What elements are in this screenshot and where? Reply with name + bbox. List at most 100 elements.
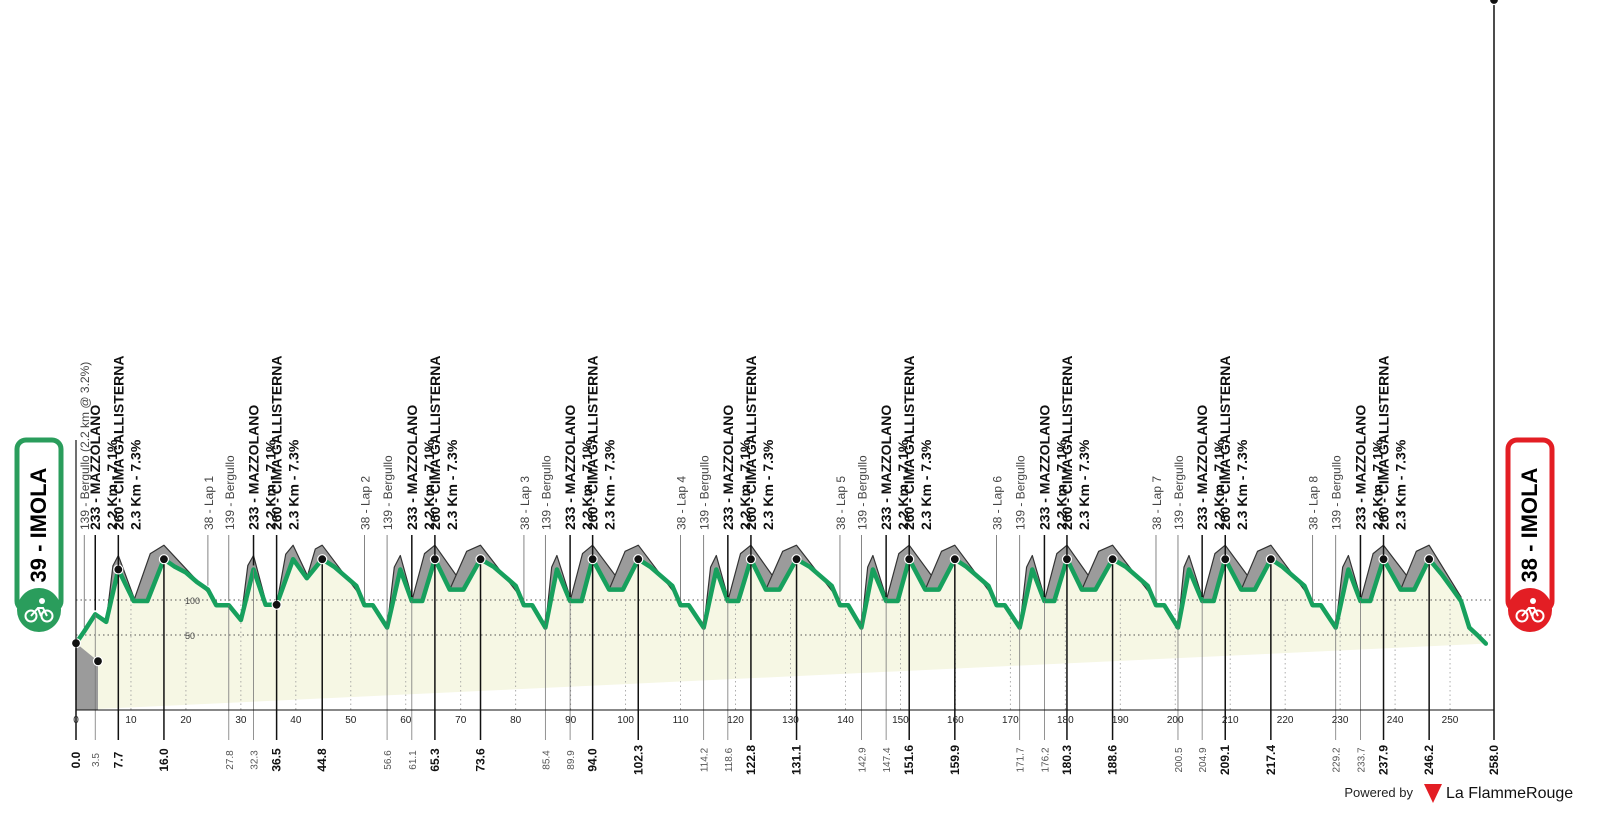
- ground-area: [76, 559, 1486, 710]
- start-wall: [76, 643, 98, 710]
- km-marker-label: 0.0: [69, 751, 83, 768]
- x-tick-label: 40: [290, 715, 302, 726]
- climb-label: 233 - MAZZOLANO: [87, 405, 103, 530]
- climb-label-detail: 2.2 Km - 7.1%: [1369, 439, 1385, 530]
- climb-label-detail: 2.2 Km - 7.1%: [737, 439, 753, 530]
- km-marker-dot: [949, 554, 960, 565]
- km-marker-dot: [1378, 554, 1389, 565]
- climb-label: 38 - Lap 6: [991, 476, 1005, 530]
- climb-label: 260 - CIMA GALLISTERNA: [901, 356, 917, 531]
- km-marker-label: 122.8: [744, 745, 758, 775]
- km-marker-dot: [158, 554, 170, 565]
- climb-label: 233 - MAZZOLANO: [878, 405, 894, 530]
- flamme-rouge-logo-icon: [1424, 784, 1442, 803]
- x-tick-label: 70: [455, 715, 467, 726]
- km-marker-dot: [745, 554, 757, 565]
- km-marker-label: 217.4: [1264, 745, 1278, 775]
- climb-label: 139 - Bergullo: [698, 455, 712, 530]
- km-marker-label: 56.6: [383, 750, 394, 770]
- climb-label: 139 - Bergullo: [381, 455, 395, 530]
- finish-badge: 38 - IMOLA: [1505, 437, 1555, 632]
- km-marker-dot: [633, 554, 644, 565]
- km-marker-label: 209.1: [1218, 745, 1232, 775]
- climb-label-detail: 2.2 Km - 7.1%: [579, 439, 595, 530]
- km-marker-dot: [429, 554, 440, 565]
- x-tick-label: 0: [73, 715, 79, 726]
- x-tick-label: 250: [1442, 715, 1459, 726]
- x-tick-label: 90: [565, 715, 577, 726]
- x-tick-label: 240: [1387, 715, 1404, 726]
- x-tick-label: 10: [125, 715, 137, 726]
- climb-label-detail: 2.3 Km - 7.3%: [602, 439, 618, 530]
- climb-label: 38 - Lap 8: [1307, 476, 1321, 530]
- km-marker-label: 188.6: [1106, 745, 1120, 775]
- km-marker-label: 237.9: [1377, 745, 1391, 775]
- km-marker-label: 61.1: [408, 750, 419, 770]
- km-marker-dot: [475, 554, 486, 565]
- km-marker-label: 27.8: [225, 750, 236, 770]
- climb-label: 38 - Lap 2: [359, 476, 373, 530]
- start-badge: 39 - IMOLA: [14, 437, 64, 632]
- climb-label: 38 - Lap 4: [675, 476, 689, 530]
- km-marker-label: 85.4: [541, 750, 552, 770]
- km-marker-label: 102.3: [631, 745, 645, 775]
- km-marker-label: 180.3: [1060, 745, 1074, 775]
- climb-label: 233 - MAZZOLANO: [1352, 405, 1368, 530]
- climb-label-layer: 139 - Bergullo (2.2 km @ 3.2%)233 - MAZZ…: [78, 356, 1409, 628]
- km-marker-dot: [791, 554, 802, 565]
- x-tick-label: 110: [673, 715, 689, 726]
- x-tick-label: 120: [727, 715, 744, 726]
- brand-name-text: La FlammeRouge: [1446, 785, 1573, 802]
- km-marker-dot: [1061, 554, 1073, 565]
- climb-label: 260 - CIMA GALLISTERNA: [743, 356, 759, 531]
- climb-label-detail: 2.2 Km - 7.1%: [1211, 439, 1227, 530]
- km-marker-label: 94.0: [586, 748, 600, 772]
- climb-label: 38 - Lap 5: [834, 476, 848, 530]
- km-marker-label: 246.2: [1422, 745, 1436, 775]
- km-marker-label: 147.4: [882, 747, 893, 772]
- climb-label-detail: 2.2 Km - 7.1%: [421, 439, 437, 530]
- climb-label: 260 - CIMA GALLISTERNA: [110, 356, 126, 531]
- km-marker-label: 16.0: [157, 748, 171, 772]
- climb-label: 260 - CIMA GALLISTERNA: [1059, 356, 1075, 531]
- climb-label: 260 - CIMA GALLISTERNA: [1376, 356, 1392, 531]
- x-tick-label: 210: [1222, 715, 1239, 726]
- x-tick-label: 130: [782, 715, 799, 726]
- ground-layer: [76, 559, 1486, 710]
- x-tick-label: 190: [1112, 715, 1129, 726]
- climb-label: 233 - MAZZOLANO: [246, 405, 262, 530]
- km-marker-dot: [904, 554, 915, 565]
- start-dot: [92, 656, 104, 667]
- finish-dot: [1488, 0, 1500, 6]
- km-marker-label: 151.6: [902, 745, 916, 775]
- x-tick-label: 230: [1332, 715, 1349, 726]
- km-marker-label: 131.1: [790, 745, 804, 775]
- finish-flag-icon: [1515, 598, 1545, 623]
- km-marker-label: 258.0: [1487, 745, 1501, 775]
- km-marker-label: 142.9: [857, 747, 868, 772]
- powered-by-text: Powered by: [1344, 785, 1413, 800]
- climb-label: 38 - Lap 7: [1150, 476, 1164, 530]
- cyclist-icon: [24, 598, 54, 623]
- climb-label: 139 - Bergullo: [539, 455, 553, 530]
- x-tick-label: 80: [510, 715, 522, 726]
- climb-label: 139 - Bergullo: [223, 455, 237, 530]
- km-marker-label: 233.7: [1356, 747, 1367, 772]
- climb-label: 233 - MAZZOLANO: [562, 405, 578, 530]
- x-tick-label: 60: [400, 715, 412, 726]
- x-tick-label: 170: [1002, 715, 1019, 726]
- climb-label: 139 - Bergullo: [1172, 455, 1186, 530]
- km-marker-dot: [317, 554, 328, 565]
- climb-label-detail: 2.3 Km - 7.3%: [286, 439, 302, 530]
- climb-label: 139 - Bergullo: [1014, 455, 1028, 530]
- finish-label: 38 - IMOLA: [1517, 467, 1542, 582]
- climb-label: 139 - Bergullo: [855, 455, 869, 530]
- climb-label: 139 - Bergullo (2.2 km @ 3.2%): [78, 362, 92, 530]
- km-marker-label: 89.9: [566, 750, 577, 770]
- x-tick-label: 200: [1167, 715, 1184, 726]
- km-marker-label: 7.7: [111, 751, 125, 768]
- km-marker-dot: [587, 554, 598, 565]
- km-marker-label: 159.9: [948, 745, 962, 775]
- x-tick-label: 220: [1277, 715, 1294, 726]
